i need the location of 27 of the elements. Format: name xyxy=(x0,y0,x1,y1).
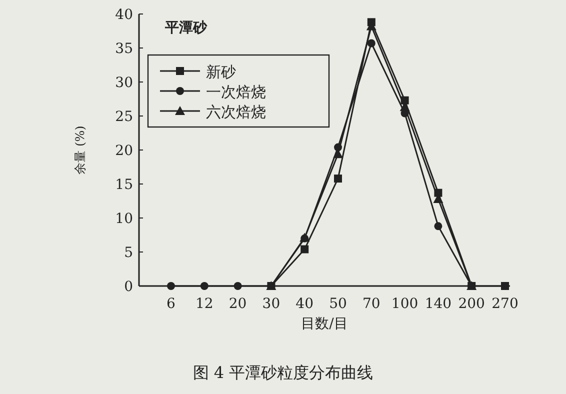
x-tick-label: 20 xyxy=(228,296,247,312)
legend-label: 一次焙烧 xyxy=(206,83,266,101)
x-tick-label: 50 xyxy=(329,296,347,312)
y-tick-label: 35 xyxy=(115,41,133,57)
x-tick-label: 140 xyxy=(424,296,452,312)
x-axis-title: 目数/目 xyxy=(301,316,348,332)
y-tick-label: 30 xyxy=(115,75,133,91)
y-tick-label: 25 xyxy=(115,109,133,125)
y-tick-label: 0 xyxy=(124,279,133,295)
x-tick-label: 12 xyxy=(195,296,214,312)
x-tick-label: 40 xyxy=(296,296,314,312)
x-tick-label: 70 xyxy=(362,296,380,312)
caption: 图 4 平潭砂粒度分布曲线 xyxy=(192,363,374,382)
y-tick-label: 20 xyxy=(115,143,133,159)
annotation: 平潭砂 xyxy=(164,20,208,36)
x-tick-label: 270 xyxy=(492,296,518,312)
y-tick-label: 40 xyxy=(115,7,133,23)
x-tick-label: 6 xyxy=(166,296,176,312)
legend-label: 六次焙烧 xyxy=(206,103,266,121)
x-tick-label: 200 xyxy=(458,296,485,312)
x-tick-label: 30 xyxy=(262,296,280,312)
y-axis-title: 余量 (%) xyxy=(73,126,87,174)
legend-label: 新砂 xyxy=(206,63,236,81)
y-tick-label: 15 xyxy=(115,177,133,193)
y-tick-label: 5 xyxy=(124,245,133,261)
x-tick-label: 100 xyxy=(391,296,418,312)
y-tick-label: 10 xyxy=(115,211,133,227)
